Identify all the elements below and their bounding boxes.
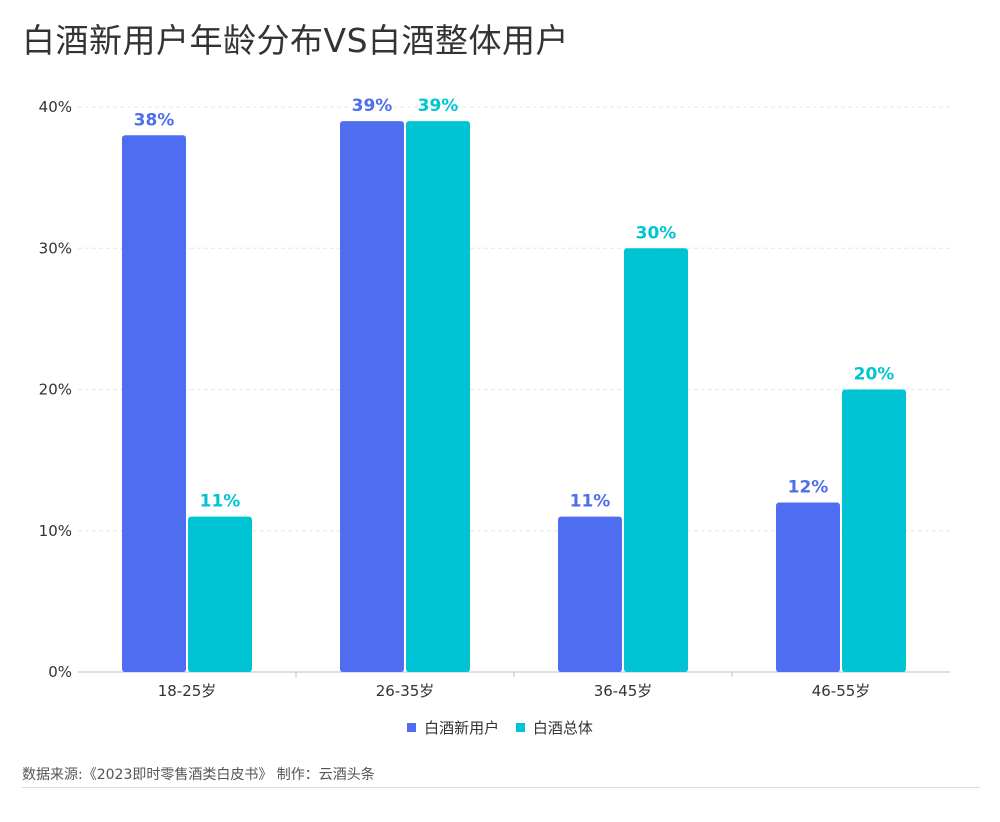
y-tick-label: 40% bbox=[39, 98, 72, 116]
source-note: 数据来源:《2023即时零售酒类白皮书》 制作：云酒头条 bbox=[22, 767, 375, 783]
legend-item-overall[interactable]: 白酒总体 bbox=[515, 717, 593, 738]
bar-value-label: 11% bbox=[200, 492, 241, 512]
legend-item-new-users[interactable]: 白酒新用户 bbox=[407, 717, 499, 738]
bar bbox=[122, 135, 186, 672]
legend-swatch bbox=[515, 723, 525, 732]
bar-value-label: 38% bbox=[134, 110, 175, 130]
chart-title: 白酒新用户年龄分布VS白酒整体用户 bbox=[22, 21, 570, 60]
y-tick-label: 0% bbox=[48, 663, 72, 681]
bar-chart: 0% 10% 20% 30% 40% 38% 11% 18-25岁 39% 39% 26-35岁 11… bbox=[39, 96, 950, 700]
bar-value-label: 30% bbox=[636, 223, 677, 243]
y-tick-label: 30% bbox=[39, 239, 72, 257]
y-tick-label: 10% bbox=[39, 522, 72, 540]
bar bbox=[188, 516, 252, 672]
bar bbox=[558, 516, 622, 672]
legend-label: 白酒总体 bbox=[532, 719, 593, 737]
legend: 白酒新用户 白酒总体 bbox=[0, 717, 1000, 738]
bar-value-label: 39% bbox=[352, 96, 393, 116]
bar bbox=[406, 121, 470, 672]
bar-value-label: 11% bbox=[570, 492, 611, 512]
bar-value-label: 39% bbox=[418, 96, 459, 116]
x-tick-label: 36-45岁 bbox=[594, 682, 653, 700]
y-tick-label: 20% bbox=[39, 381, 72, 399]
bar bbox=[340, 121, 404, 672]
legend-label: 白酒新用户 bbox=[424, 719, 500, 737]
bar bbox=[624, 248, 688, 672]
footer-divider bbox=[22, 787, 980, 788]
bar bbox=[842, 389, 906, 672]
x-tick-label: 18-25岁 bbox=[158, 682, 217, 700]
bar bbox=[776, 502, 840, 672]
legend-swatch bbox=[407, 723, 417, 732]
bar-value-label: 12% bbox=[788, 478, 829, 498]
x-tick-label: 26-35岁 bbox=[376, 682, 435, 700]
x-tick-label: 46-55岁 bbox=[812, 682, 871, 700]
bar-value-label: 20% bbox=[854, 365, 895, 385]
